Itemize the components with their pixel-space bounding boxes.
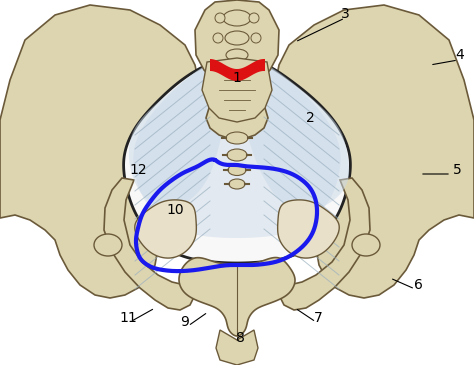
Text: 3: 3 — [341, 7, 349, 21]
Text: 1: 1 — [233, 71, 241, 85]
Polygon shape — [124, 58, 350, 263]
Text: 7: 7 — [314, 311, 322, 325]
Text: 6: 6 — [413, 278, 422, 292]
Polygon shape — [104, 178, 195, 310]
Ellipse shape — [94, 234, 122, 256]
Ellipse shape — [352, 234, 380, 256]
Ellipse shape — [226, 49, 248, 61]
Polygon shape — [133, 58, 341, 238]
Polygon shape — [129, 62, 228, 207]
Polygon shape — [195, 0, 279, 140]
Circle shape — [249, 13, 259, 23]
Polygon shape — [279, 178, 370, 310]
Text: 8: 8 — [236, 331, 245, 345]
Circle shape — [215, 13, 225, 23]
Ellipse shape — [226, 132, 248, 144]
Text: 11: 11 — [119, 311, 137, 325]
Polygon shape — [274, 5, 474, 298]
Circle shape — [251, 33, 261, 43]
Polygon shape — [216, 330, 258, 365]
Ellipse shape — [228, 165, 246, 176]
Circle shape — [213, 33, 223, 43]
Polygon shape — [242, 62, 349, 211]
Text: 10: 10 — [166, 203, 184, 217]
Text: 5: 5 — [453, 163, 462, 177]
Polygon shape — [210, 59, 265, 81]
Ellipse shape — [223, 10, 251, 26]
Text: 2: 2 — [306, 111, 314, 125]
Ellipse shape — [229, 179, 245, 189]
Text: 12: 12 — [129, 163, 147, 177]
Polygon shape — [0, 5, 200, 298]
Ellipse shape — [227, 149, 247, 161]
Polygon shape — [278, 200, 339, 258]
Ellipse shape — [225, 31, 249, 45]
Polygon shape — [179, 258, 295, 336]
Text: 9: 9 — [181, 315, 190, 329]
Text: 4: 4 — [456, 48, 465, 62]
Polygon shape — [202, 58, 272, 122]
Polygon shape — [135, 200, 196, 258]
